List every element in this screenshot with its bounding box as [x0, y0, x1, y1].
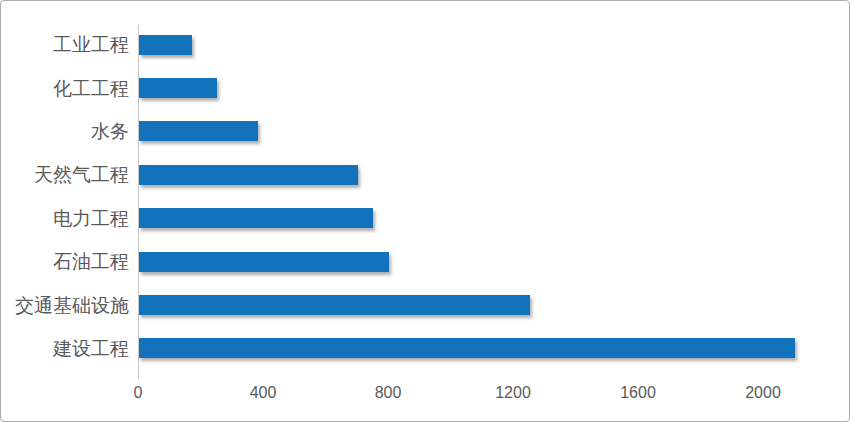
category-label: 天然气工程: [1, 165, 138, 184]
bar-area: [138, 110, 849, 153]
bar[interactable]: [139, 338, 795, 358]
category-label: 建设工程: [1, 339, 138, 358]
x-axis-tick-label: 1200: [495, 384, 531, 402]
bar[interactable]: [139, 252, 389, 272]
bar[interactable]: [139, 295, 530, 315]
bar-row: 化工工程: [1, 66, 849, 109]
plot-area: 工业工程 化工工程 水务 天然气工程 电力工程: [1, 23, 849, 370]
bar-row: 工业工程: [1, 23, 849, 66]
bar-area: [138, 240, 849, 283]
x-axis-tick-label: 1600: [620, 384, 656, 402]
bar[interactable]: [139, 208, 373, 228]
category-label: 工业工程: [1, 35, 138, 54]
x-axis-tick-label: 0: [134, 384, 143, 402]
bar-area: [138, 283, 849, 326]
bar[interactable]: [139, 78, 217, 98]
chart-frame: 工业工程 化工工程 水务 天然气工程 电力工程: [0, 0, 850, 422]
category-label: 交通基础设施: [1, 296, 138, 315]
bar-area: [138, 23, 849, 66]
bar-area: [138, 197, 849, 240]
x-axis-tick-label: 2000: [745, 384, 781, 402]
x-axis: 0 400 800 1200 1600 2000: [138, 384, 849, 404]
category-label: 石油工程: [1, 252, 138, 271]
category-label: 电力工程: [1, 209, 138, 228]
bar-area: [138, 327, 849, 370]
bar-row: 交通基础设施: [1, 283, 849, 326]
bar-row: 电力工程: [1, 197, 849, 240]
bar-row: 建设工程: [1, 327, 849, 370]
x-axis-tick-label: 400: [250, 384, 277, 402]
bar[interactable]: [139, 121, 258, 141]
category-label: 化工工程: [1, 79, 138, 98]
bar-row: 石油工程: [1, 240, 849, 283]
x-axis-tick-label: 800: [375, 384, 402, 402]
bar-area: [138, 66, 849, 109]
bar[interactable]: [139, 165, 358, 185]
category-label: 水务: [1, 122, 138, 141]
bar-row: 水务: [1, 110, 849, 153]
bar-area: [138, 153, 849, 196]
bar-row: 天然气工程: [1, 153, 849, 196]
bar[interactable]: [139, 35, 192, 55]
